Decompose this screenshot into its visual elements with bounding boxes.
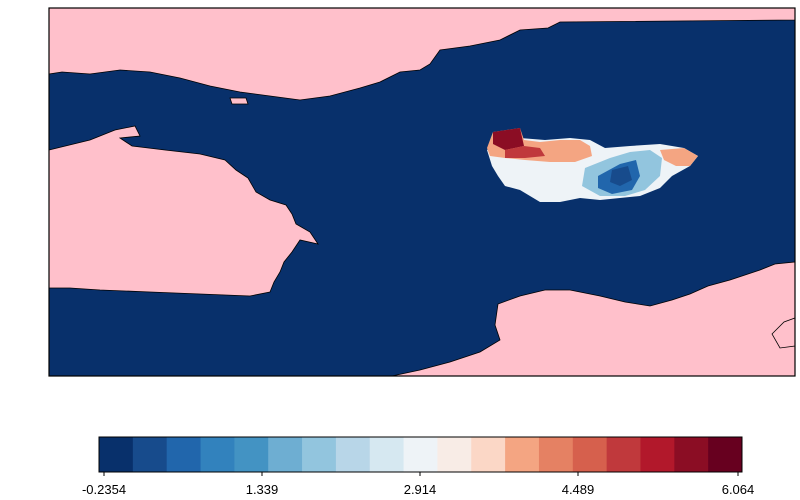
- colorbar-swatch: [471, 437, 506, 472]
- patch-darkred-core: [493, 128, 524, 150]
- colorbar-tick-4: 6.064: [722, 482, 755, 497]
- data-anomaly-patch: [487, 128, 698, 202]
- colorbar-swatch: [200, 437, 235, 472]
- colorbar-swatch: [132, 437, 168, 472]
- colorbar-swatch: [437, 437, 472, 472]
- colorbar-tick-1: 1.339: [246, 482, 279, 497]
- colorbar-ticks: [103, 472, 739, 476]
- land-north: [48, 7, 796, 101]
- land-south: [391, 261, 796, 377]
- colorbar-swatch: [708, 437, 743, 472]
- colorbar-swatch: [99, 437, 134, 472]
- patch-red-band: [505, 146, 545, 158]
- patch-deepblue-core: [610, 166, 632, 186]
- colorbar-swatch: [302, 437, 337, 472]
- colorbar-swatch: [166, 437, 202, 472]
- colorbar-swatch: [268, 437, 303, 472]
- colorbar-swatch: [674, 437, 709, 472]
- colorbar-swatch: [505, 437, 540, 472]
- colorbar-swatch: [572, 437, 608, 472]
- colorbar-swatch: [640, 437, 675, 472]
- colorbar-tick-0: -0.2354: [82, 482, 126, 497]
- patch-orange-east: [660, 148, 698, 166]
- colorbar-swatch: [369, 437, 405, 472]
- colorbar-swatch: [403, 437, 438, 472]
- land-north-islet: [229, 97, 249, 105]
- colorbar-tick-3: 4.489: [562, 482, 595, 497]
- colorbar-swatch: [234, 437, 269, 472]
- colorbar-tick-2: 2.914: [404, 482, 437, 497]
- colorbar-swatch: [335, 437, 371, 472]
- land-west: [48, 125, 319, 297]
- colorbar-swatch: [538, 437, 574, 472]
- colorbar-swatches: [99, 437, 743, 472]
- colorbar-swatch: [606, 437, 641, 472]
- map-frame: [48, 7, 796, 377]
